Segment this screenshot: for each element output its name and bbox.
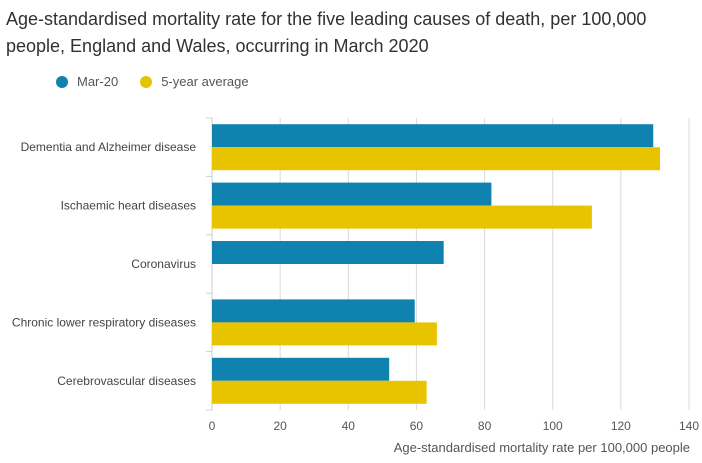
legend-item-mar-20: Mar-20 xyxy=(56,74,118,89)
x-axis-ticks: 0 20 40 60 80 100 120 140 xyxy=(209,419,700,433)
bar-mar-20-0 xyxy=(212,124,654,148)
bar-5-year-average-4 xyxy=(212,380,427,404)
x-tick-label: 140 xyxy=(679,419,699,433)
bar-5-year-average-0 xyxy=(212,147,661,171)
category-label: Chronic lower respiratory diseases xyxy=(12,315,196,329)
bar-5-year-average-1 xyxy=(212,205,592,229)
x-tick-label: 120 xyxy=(611,419,631,433)
bar-mar-20-2 xyxy=(212,241,444,264)
legend-item-5-year-average: 5-year average xyxy=(140,74,249,89)
category-label: Dementia and Alzheimer disease xyxy=(21,140,197,154)
x-tick-label: 60 xyxy=(410,419,424,433)
category-label: Cerebrovascular diseases xyxy=(57,374,196,388)
x-axis-title: Age-standardised mortality rate per 100,… xyxy=(394,440,690,455)
x-tick-label: 100 xyxy=(543,419,563,433)
legend-swatch-mar-20 xyxy=(56,75,68,88)
bar-mar-20-4 xyxy=(212,357,390,381)
legend-swatch-5-year-average xyxy=(140,75,153,88)
legend: Mar-20 5-year average xyxy=(56,74,271,89)
legend-label-mar-20: Mar-20 xyxy=(77,74,119,89)
x-tick-label: 0 xyxy=(209,419,216,433)
x-tick-label: 20 xyxy=(273,419,287,433)
category-labels: Dementia and Alzheimer disease Ischaemic … xyxy=(12,140,196,388)
chart-title: Age-standardised mortality rate for the … xyxy=(6,9,647,56)
bar-5-year-average-3 xyxy=(212,322,437,346)
x-tick-label: 40 xyxy=(342,419,356,433)
bars xyxy=(212,124,661,404)
category-label: Coronavirus xyxy=(131,257,196,271)
category-label: Ischaemic heart diseases xyxy=(61,199,196,213)
legend-label-5-year-average: 5-year average xyxy=(161,74,249,89)
x-tick-label: 80 xyxy=(478,419,492,433)
bar-mar-20-3 xyxy=(212,299,415,323)
bar-mar-20-1 xyxy=(212,182,492,206)
